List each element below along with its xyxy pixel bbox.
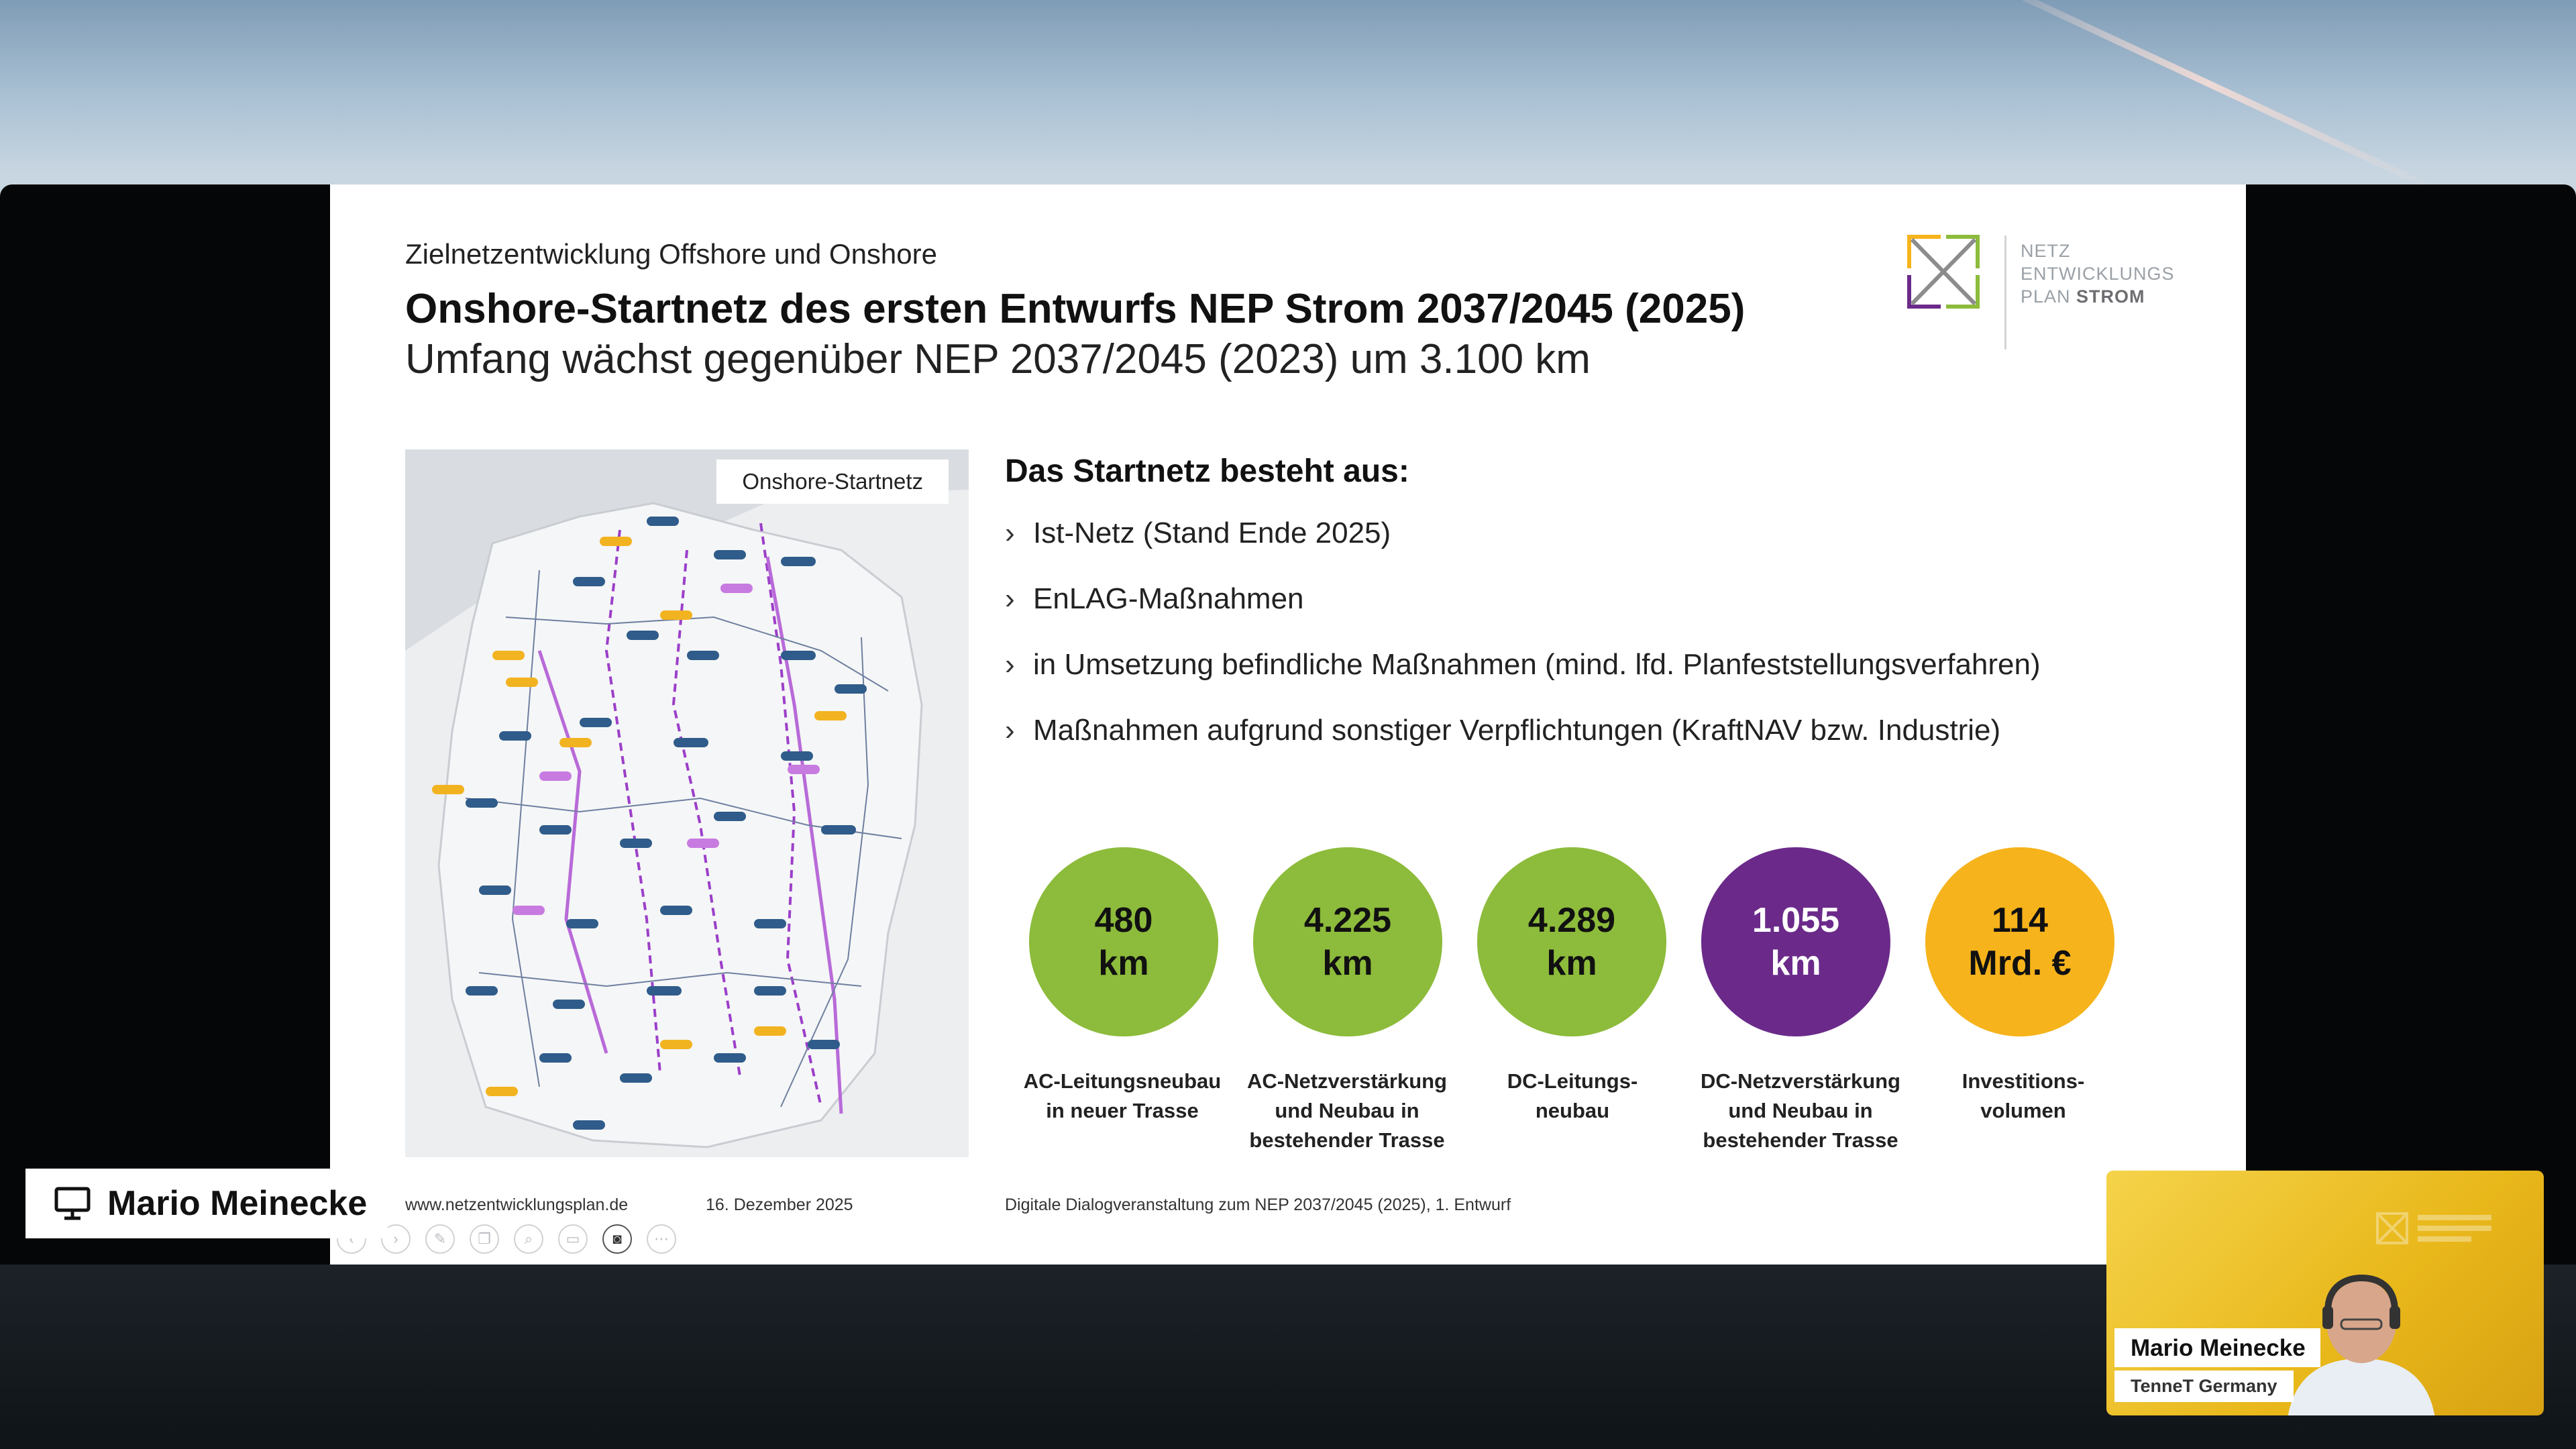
presenter-name-tag: Mario Meinecke (25, 1169, 388, 1238)
slide-title-line2: Umfang wächst gegenüber NEP 2037/2045 (2… (405, 336, 1591, 382)
chevron-right-icon: › (1005, 714, 1015, 747)
footer-url: www.netzentwicklungsplan.de (405, 1195, 629, 1214)
presenter-name: Mario Meinecke (107, 1184, 368, 1223)
slide-toolbar: ‹ › ✎ ❐ ⌕ ▭ ◙ ⋯ (337, 1224, 676, 1254)
stat-circle-dc-verstaerkung: 1.055 km (1701, 847, 1890, 1036)
presenter-avatar (2288, 1274, 2435, 1415)
stat-label: DC-Leitungs-neubau (1507, 1069, 1638, 1122)
screen-share-icon (54, 1187, 91, 1220)
germany-grid-map: Onshore-Startnetz (405, 449, 969, 1157)
stat-label: AC-Netzverstärkung und Neubau in bestehend… (1246, 1069, 1447, 1152)
chevron-right-icon: › (1005, 648, 1015, 681)
copy-icon[interactable]: ❐ (470, 1224, 499, 1254)
nep-logo-icon (1907, 235, 1980, 309)
list-item: › Ist-Netz (Stand Ende 2025) (1005, 517, 1391, 549)
subtitles-icon[interactable]: ▭ (558, 1224, 588, 1254)
list-item: › in Umsetzung befindliche Maßnahmen (min… (1005, 648, 2041, 681)
nep-logo-icon (2376, 1212, 2491, 1244)
camera-name-label: Mario Meinecke (2114, 1328, 2320, 1367)
list-title: Das Startnetz besteht aus: (1005, 453, 1409, 489)
camera-org-label: TenneT Germany (2114, 1371, 2294, 1402)
footer-date: 16. Dezember 2025 (706, 1195, 853, 1214)
slide-title: Onshore-Startnetz des ersten Entwurfs NE… (405, 286, 1746, 332)
stat-circle-dc-neubau: 4.289 km (1477, 847, 1666, 1036)
stat-label: AC-Leitungsneubau in neuer Trasse (1023, 1069, 1222, 1122)
slide-subtitle: Zielnetzentwicklung Offshore und Onshore (405, 238, 937, 270)
presenter-video-tile[interactable]: Mario Meinecke TenneT Germany (2106, 1171, 2544, 1415)
camera-icon[interactable]: ◙ (602, 1224, 632, 1254)
logo-divider (2004, 235, 2006, 350)
startnetz-list: › Ist-Netz (Stand Ende 2025) › EnLAG-Maßna… (1005, 517, 2041, 780)
stat-circle-ac-verstaerkung: 4.225 km (1253, 847, 1442, 1036)
chevron-right-icon: › (1005, 582, 1015, 615)
map-label: Onshore-Startnetz (716, 460, 949, 504)
footer-event: Digitale Dialogveranstaltung zum NEP 203… (1005, 1195, 1511, 1214)
more-icon[interactable]: ⋯ (647, 1224, 676, 1254)
presentation-slide: Zielnetzentwicklung Offshore und Onshore… (330, 184, 2246, 1265)
chevron-right-icon: › (1005, 517, 1015, 549)
stat-circle-investition: 114 Mrd. € (1925, 847, 2114, 1036)
zoom-icon[interactable]: ⌕ (514, 1224, 543, 1254)
stat-label: Investitions-volumen (1962, 1069, 2085, 1122)
list-item: › Maßnahmen aufgrund sonstiger Verpflicht… (1005, 714, 2001, 747)
list-item: › EnLAG-Maßnahmen (1005, 582, 1304, 615)
pen-icon[interactable]: ✎ (425, 1224, 455, 1254)
stat-circle-ac-neubau: 480 km (1029, 847, 1218, 1036)
logo-wordmark: NETZ ENTWICKLUNGS PLAN STROM (2021, 241, 2175, 307)
next-icon[interactable]: › (381, 1224, 411, 1254)
stat-label: DC-Netzverstärkung und Neubau in bestehend… (1700, 1069, 1900, 1152)
